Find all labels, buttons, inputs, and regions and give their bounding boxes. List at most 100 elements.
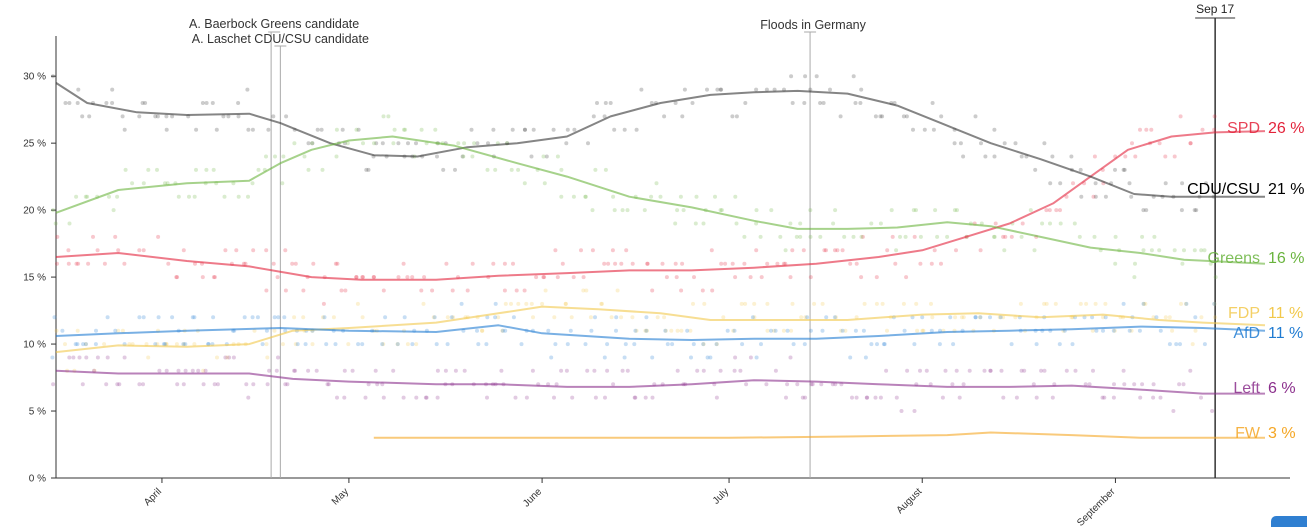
x-tick-label: September [1075, 486, 1118, 527]
poll-dot-left [435, 395, 440, 400]
trend-lines [55, 82, 1266, 439]
poll-dot-cducsu [76, 87, 81, 92]
poll-dot-afd [1202, 342, 1207, 347]
poll-dot-cducsu [364, 167, 369, 172]
poll-dot-fdp [714, 342, 719, 347]
poll-dot-cducsu [649, 101, 654, 105]
poll-dot-greens [273, 154, 277, 159]
poll-dot-spd [174, 275, 179, 280]
poll-dot-afd [670, 342, 675, 347]
poll-dot-greens [461, 154, 466, 159]
poll-dot-greens [778, 234, 783, 239]
poll-dot-greens [859, 234, 864, 239]
poll-dot-greens [141, 181, 146, 186]
poll-dot-spd [321, 301, 326, 306]
poll-dot-afd [484, 342, 489, 347]
poll-dot-spd [1200, 127, 1205, 132]
poll-dot-cducsu [210, 101, 215, 105]
poll-dot-spd [354, 275, 359, 280]
poll-dot-left [176, 368, 181, 373]
poll-dot-fdp [116, 328, 121, 333]
poll-dot-spd [590, 248, 595, 253]
poll-dot-left [954, 368, 959, 373]
poll-dot-greens [302, 154, 307, 159]
poll-dot-left [1199, 395, 1203, 400]
poll-dot-spd [929, 261, 934, 266]
poll-dot-fdp [293, 342, 298, 347]
poll-dot-fdp [752, 315, 757, 320]
poll-dot-fdp [615, 288, 620, 293]
poll-dot-afd [295, 342, 300, 347]
poll-dot-cducsu [236, 101, 241, 105]
poll-dot-greens [542, 181, 547, 186]
poll-dot-left [1022, 368, 1027, 373]
poll-dot-greens [246, 194, 250, 199]
poll-dot-left [424, 395, 429, 400]
poll-dot-left [363, 395, 368, 400]
trend-line-afd [55, 324, 1266, 341]
poll-dot-spd [765, 261, 770, 266]
poll-dot-afd [759, 342, 763, 347]
poll-dot-spd [1058, 208, 1062, 213]
poll-dot-greens [918, 234, 923, 239]
poll-dot-spd [790, 248, 795, 253]
poll-dot-left [67, 355, 72, 360]
poll-dot-cducsu [1019, 154, 1024, 159]
poll-dot-greens [522, 181, 527, 186]
series-value-label: 6 % [1268, 380, 1296, 397]
poll-dot-greens [603, 167, 608, 172]
poll-dot-greens [754, 221, 759, 226]
poll-dot-left [738, 368, 743, 373]
poll-dot-greens [493, 167, 498, 172]
poll-dot-cducsu [1013, 141, 1018, 146]
poll-dot-greens [1133, 261, 1137, 266]
poll-dot-greens [51, 208, 56, 213]
poll-dot-left [1138, 395, 1143, 400]
poll-dot-left [1050, 395, 1055, 400]
poll-dot-left [105, 355, 110, 360]
poll-dot-afd [882, 342, 887, 347]
poll-dot-cducsu [818, 101, 823, 105]
poll-dot-left [227, 355, 232, 360]
poll-dot-left [335, 395, 339, 400]
poll-dot-cducsu [930, 101, 935, 105]
poll-dot-afd [73, 342, 78, 347]
poll-dot-left [1034, 395, 1039, 400]
poll-dot-spd [1212, 127, 1217, 132]
poll-dot-afd [1121, 301, 1126, 306]
poll-dot-spd [283, 248, 288, 253]
poll-dot-spd [264, 248, 269, 253]
poll-dot-greens [869, 221, 874, 226]
settings-button[interactable] [1271, 516, 1307, 527]
poll-dot-cducsu [789, 74, 794, 79]
poll-dot-left [1031, 382, 1036, 387]
poll-dot-spd [775, 261, 780, 266]
poll-dot-left [554, 382, 559, 387]
poll-dot-cducsu [790, 101, 795, 105]
poll-dot-cducsu [315, 127, 320, 132]
series-label: FDP [1228, 305, 1260, 322]
trend-line-fdp [55, 305, 1266, 354]
poll-dot-cducsu [164, 114, 169, 119]
poll-dot-greens [769, 208, 774, 213]
poll-dot-cducsu [155, 114, 160, 119]
poll-dot-fdp [569, 315, 574, 320]
poll-dot-greens [555, 154, 560, 159]
poll-dot-greens [334, 127, 339, 132]
series-value-label: 11 % [1268, 305, 1303, 322]
x-tick-label: June [521, 486, 544, 509]
poll-dot-fdp [182, 342, 186, 347]
poll-dot-afd [750, 315, 755, 320]
poll-dot-greens [155, 167, 159, 172]
poll-dot-left [559, 368, 564, 373]
poll-dot-fdp [310, 342, 315, 347]
poll-dot-left [77, 355, 82, 360]
poll-dot-greens [281, 154, 286, 159]
poll-dot-afd [650, 355, 655, 360]
poll-dot-fdp [264, 342, 269, 347]
poll-dot-fdp [516, 301, 521, 306]
poll-dot-greens [559, 194, 564, 199]
poll-dot-afd [137, 315, 142, 320]
poll-dot-afd [192, 315, 197, 320]
poll-dot-afd [863, 355, 868, 360]
